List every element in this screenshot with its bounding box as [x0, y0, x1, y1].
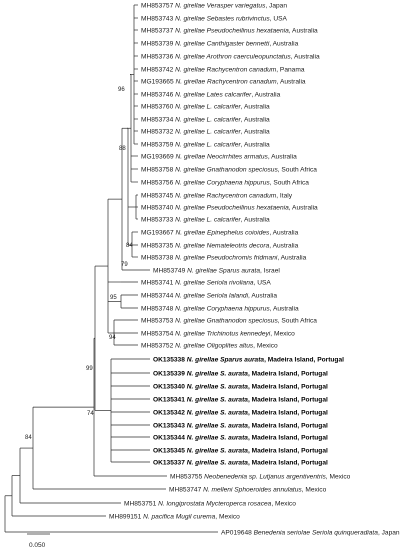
taxon-label: MH853748 N. girellae Coryphaena hippurus… [141, 305, 299, 312]
taxon-label: MH853733 N. girellae L. calcarifer, Aust… [141, 216, 270, 223]
taxon-label: MH853760 N. girellae L. calcarifer, Aust… [141, 103, 270, 110]
support-value: 84 [25, 435, 32, 441]
taxon-label: OK135343 N. girellae S. aurata, Madeira … [153, 422, 328, 429]
taxon-label: MH853757 N. girellae Verasper variegatus… [141, 2, 287, 9]
taxon-label: MH853759 N. girellae L. calcarifer, Aust… [141, 141, 270, 148]
taxon-label: AP019648 Benedenia seriolae Seriola quin… [221, 529, 400, 536]
taxon-label: MH853741 N. girellae Seriola rivoliana, … [141, 279, 271, 286]
scale-bar: 0.050 [27, 533, 50, 549]
taxon-label: OK135344 N. girellae S. aurata, Madeira … [153, 434, 328, 441]
taxon-label: OK135342 N. girellae S. aurata, Madeira … [153, 409, 328, 416]
tree-branches [4, 4, 218, 533]
taxon-label: MH899151 N. pacifica Mugil curema, Mexic… [109, 513, 240, 520]
taxon-label: MH853740 N. girellae Pseudocheilinus hex… [141, 204, 318, 211]
support-value: 88 [119, 146, 126, 152]
taxon-label: MH853751 N. longiprostata Mycteroperca r… [124, 500, 296, 507]
taxon-label: OK135340 N. girellae S. aurata, Madeira … [153, 383, 328, 390]
taxon-labels: MH853757 N. girellae Verasper variegatus… [109, 2, 400, 536]
taxon-label: MG193665 N. girellae Rachycentron canadu… [141, 78, 306, 85]
support-value: 99 [86, 366, 93, 372]
taxon-label: MH853758 N. girellae Gnathanodon specios… [141, 166, 317, 173]
support-value: 84 [126, 243, 133, 249]
support-value: 94 [109, 335, 116, 341]
support-value: 79 [121, 262, 128, 268]
taxon-label: OK135339 N. girellae S. aurata, Madeira … [153, 370, 328, 377]
taxon-label: MH853738 N. girellae Pseudochromis fridm… [141, 254, 307, 261]
taxon-label: MH853734 N. girellae L. calcarifer, Aust… [141, 116, 270, 123]
taxon-label: MH853754 N. girellae Trichinotus kennede… [141, 330, 295, 337]
taxon-label: OK135345 N. girellae S. aurata, Madeira … [153, 447, 328, 454]
taxon-label: MH853744 N. girellae Seriola lalandi, Au… [141, 292, 277, 299]
taxon-label: MG193667 N. girellae Epinephelus coioide… [141, 229, 299, 236]
support-values: 96 88 84 79 95 94 99 74 84 [25, 87, 133, 441]
taxon-label: OK135338 N. girellae Sparus aurata, Made… [153, 356, 344, 363]
taxon-label: MH853739 N. girellae Canthigaster bennet… [141, 40, 299, 47]
taxon-label: MH853752 N. girellae Oligoplites altus, … [141, 342, 278, 349]
taxon-label: MH853737 N. girellae Pseudocheilinus hex… [141, 27, 318, 34]
taxon-label: OK135341 N. girellae S. aurata, Madeira … [153, 396, 328, 403]
taxon-label: MH853732 N. girellae L. calcarifer, Aust… [141, 128, 270, 135]
taxon-label: OK135337 N. girellae S. aurata, Madeira … [153, 459, 328, 466]
taxon-label: MH853756 N. girellae Coryphaena hippurus… [141, 179, 309, 186]
taxon-label: MH853743 N. girellae Sebastes rubrivinct… [141, 15, 287, 22]
taxon-label: MH853742 N. girellae Rachycentron canadu… [141, 66, 305, 73]
taxon-label: MG193669 N. girellae Neocirrhites armatu… [141, 153, 297, 160]
scale-bar-label: 0.050 [29, 542, 46, 549]
taxon-label: MH853736 N. girellae Arothron caerculeop… [141, 53, 320, 60]
taxon-label: MH853746 N. girellae Lates calcarifer, A… [141, 91, 281, 98]
taxon-label: MH853745 N. girellae Rachycentron canadu… [141, 192, 293, 199]
taxon-label: MH853735 N. girellae Nemateleotris decor… [141, 242, 299, 249]
support-value: 95 [110, 295, 117, 301]
taxon-label: MH853753 N. girellae Gnathanodon specios… [141, 317, 317, 324]
support-value: 96 [118, 87, 125, 93]
taxon-label: MH853749 N. girellae Sparus aurata, Isra… [153, 267, 280, 274]
taxon-label: MH853755 Neobenedenia sp. Lutjanus argen… [170, 473, 351, 480]
taxon-label: MH853747 N. melleni Sphoeroides annulatu… [169, 486, 327, 493]
support-value: 74 [87, 411, 94, 417]
